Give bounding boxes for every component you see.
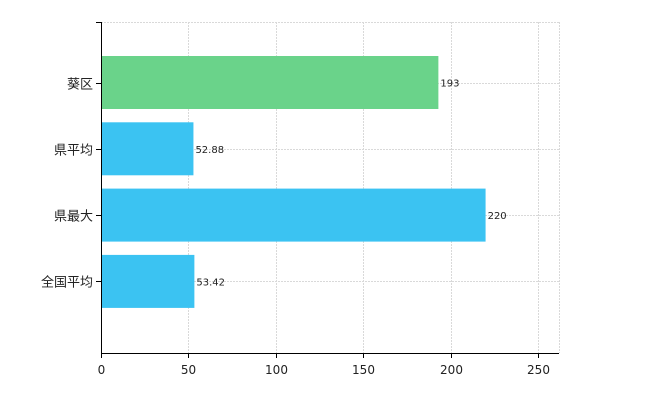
data-label: 193 — [440, 79, 459, 90]
category-label: 県平均 — [54, 144, 93, 159]
bar — [101, 56, 439, 109]
data-label: 53.42 — [196, 277, 225, 288]
category-label: 全国平均 — [41, 275, 93, 291]
data-labels: 193 52.88 220 53.42 — [195, 79, 506, 289]
x-tick-label: 200 — [440, 363, 463, 377]
x-axis-ticks: 0 50 100 150 200 250 — [98, 353, 550, 377]
category-label: 葵区 — [67, 78, 93, 93]
x-tick-label: 250 — [527, 363, 550, 377]
data-label: 52.88 — [195, 145, 224, 156]
bars — [101, 56, 486, 308]
x-tick-label: 100 — [265, 363, 288, 377]
data-label: 220 — [488, 211, 507, 222]
x-tick-label: 50 — [181, 363, 196, 377]
bar — [101, 122, 194, 176]
category-label: 県最大 — [54, 210, 93, 225]
bar — [101, 254, 195, 308]
bar — [101, 188, 486, 242]
x-tick-label: 0 — [98, 363, 106, 377]
x-tick-label: 150 — [352, 363, 375, 377]
axes — [101, 22, 559, 354]
